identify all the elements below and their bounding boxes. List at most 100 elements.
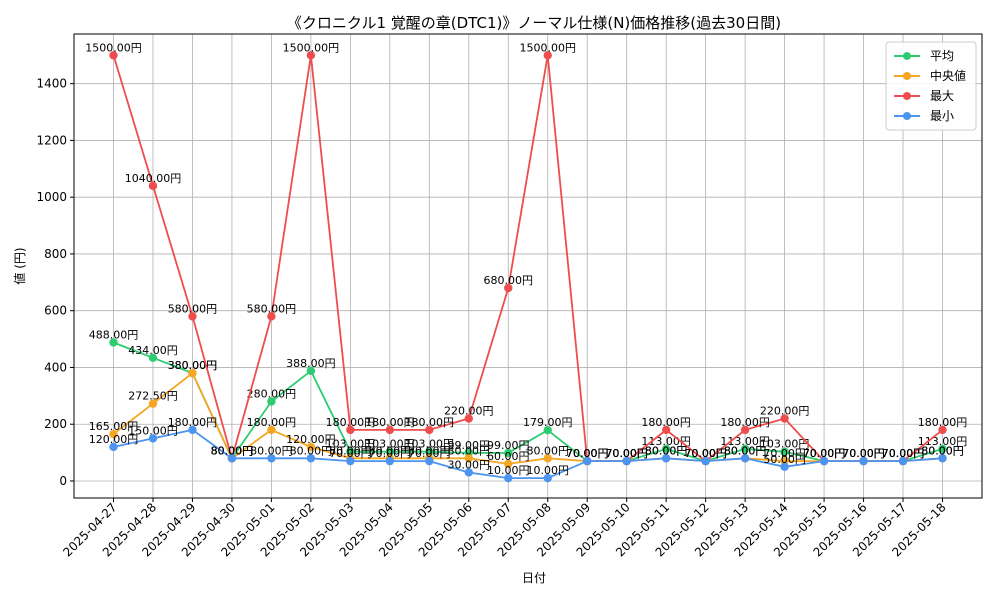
- data-point: [938, 454, 947, 463]
- data-label: 80.00円: [211, 444, 254, 457]
- data-label: 280.00円: [247, 388, 297, 401]
- data-label: 70.00円: [684, 447, 727, 460]
- data-label: 388.00円: [286, 357, 336, 370]
- data-label: 30.00円: [448, 458, 491, 471]
- data-point: [583, 456, 592, 466]
- data-label: 10.00円: [487, 464, 530, 477]
- data-label: 180.00円: [405, 416, 455, 429]
- data-label: 70.00円: [684, 447, 727, 460]
- data-label: 70.00円: [882, 447, 925, 460]
- data-label: 80.00円: [211, 444, 254, 457]
- data-label: 50.00円: [763, 453, 806, 466]
- y-tick-label: 1400: [36, 77, 67, 91]
- data-label: 180.00円: [720, 416, 770, 429]
- data-label: 70.00円: [329, 447, 372, 460]
- data-label: 113.00円: [918, 435, 968, 448]
- data-label: 165.00円: [89, 420, 139, 433]
- data-point: [701, 456, 710, 466]
- data-label: 80.00円: [369, 444, 412, 457]
- data-point: [227, 454, 237, 463]
- y-tick-label: 800: [44, 247, 67, 261]
- data-point: [267, 312, 276, 321]
- data-label: 70.00円: [763, 447, 806, 460]
- data-point: [661, 454, 671, 463]
- data-point: [425, 456, 434, 466]
- data-point: [740, 454, 750, 463]
- data-point: [504, 473, 513, 483]
- data-label: 180.00円: [326, 416, 376, 429]
- data-label: 80.00円: [211, 444, 254, 457]
- data-point: [148, 353, 158, 363]
- data-point: [425, 425, 434, 435]
- data-label: 179.00円: [523, 416, 573, 429]
- x-axis-label: 日付: [522, 571, 546, 585]
- data-point: [306, 51, 316, 60]
- data-label: 70.00円: [882, 447, 925, 460]
- data-point: [425, 447, 434, 456]
- data-label: 680.00円: [484, 274, 534, 287]
- data-label: 434.00円: [128, 344, 178, 357]
- data-point: [543, 454, 552, 463]
- data-label: 80.00円: [526, 444, 569, 457]
- y-axis-label: 値 (円): [12, 247, 27, 284]
- data-label: 70.00円: [842, 447, 885, 460]
- data-label: 70.00円: [369, 447, 412, 460]
- data-label: 103.00円: [365, 438, 415, 451]
- data-point: [346, 425, 355, 435]
- legend-swatch-marker: [903, 72, 911, 80]
- data-label: 120.00円: [89, 433, 139, 446]
- y-tick-label: 200: [44, 417, 67, 431]
- data-label: 80.00円: [921, 444, 964, 457]
- data-point: [385, 456, 395, 466]
- data-point: [938, 444, 947, 454]
- data-label: 80.00円: [211, 444, 254, 457]
- data-point: [148, 181, 158, 191]
- legend-box: [885, 41, 977, 131]
- data-point: [622, 456, 631, 466]
- data-point: [267, 397, 276, 406]
- data-point: [464, 468, 473, 477]
- data-point: [938, 425, 947, 435]
- data-label: 70.00円: [803, 447, 846, 460]
- series-最大: 1500.00円 1040.00円 580.00円 80.00円 580.00円 1500…: [85, 41, 967, 466]
- data-point: [188, 368, 197, 378]
- data-label: 80.00円: [329, 444, 372, 457]
- data-point: [780, 414, 789, 423]
- legend-entry: 平均: [930, 49, 954, 63]
- chart-title: 《クロニクル1 覚醒の章(DTC1)》ノーマル仕様(N)価格推移(過去30日間): [287, 14, 781, 32]
- data-point: [543, 473, 552, 483]
- data-point: [898, 456, 908, 466]
- data-label: 99.00円: [487, 439, 530, 452]
- data-point: [148, 434, 158, 443]
- data-label: 70.00円: [566, 447, 609, 460]
- data-point: [306, 454, 316, 463]
- data-point: [306, 366, 316, 376]
- data-point: [385, 447, 395, 456]
- data-point: [188, 312, 197, 321]
- data-point: [661, 444, 671, 454]
- data-label: 70.00円: [842, 447, 885, 460]
- data-point: [464, 454, 473, 463]
- legend-entry: 最小: [930, 109, 954, 123]
- data-point: [267, 454, 276, 463]
- data-label: 70.00円: [842, 447, 885, 460]
- data-label: 80.00円: [448, 444, 491, 457]
- data-label: 70.00円: [842, 447, 885, 460]
- data-label: 1500.00円: [519, 41, 576, 54]
- data-label: 1500.00円: [283, 41, 340, 54]
- y-tick-label: 0: [59, 474, 67, 488]
- data-point: [543, 425, 552, 435]
- legend-swatch-marker: [903, 52, 911, 60]
- data-label: 70.00円: [803, 447, 846, 460]
- series-layer: 488.00円 434.00円 380.00円 80.00円 280.00円 388.00…: [85, 41, 968, 483]
- y-axis-ticks: 0 200 400 600 800 1000 1200 1400: [36, 77, 74, 488]
- data-label: 580.00円: [247, 302, 297, 315]
- data-label: 1500.00円: [85, 41, 142, 54]
- data-label: 113.00円: [720, 435, 770, 448]
- data-point: [385, 425, 395, 435]
- y-tick-label: 1200: [36, 133, 67, 147]
- data-label: 103.00円: [760, 438, 810, 451]
